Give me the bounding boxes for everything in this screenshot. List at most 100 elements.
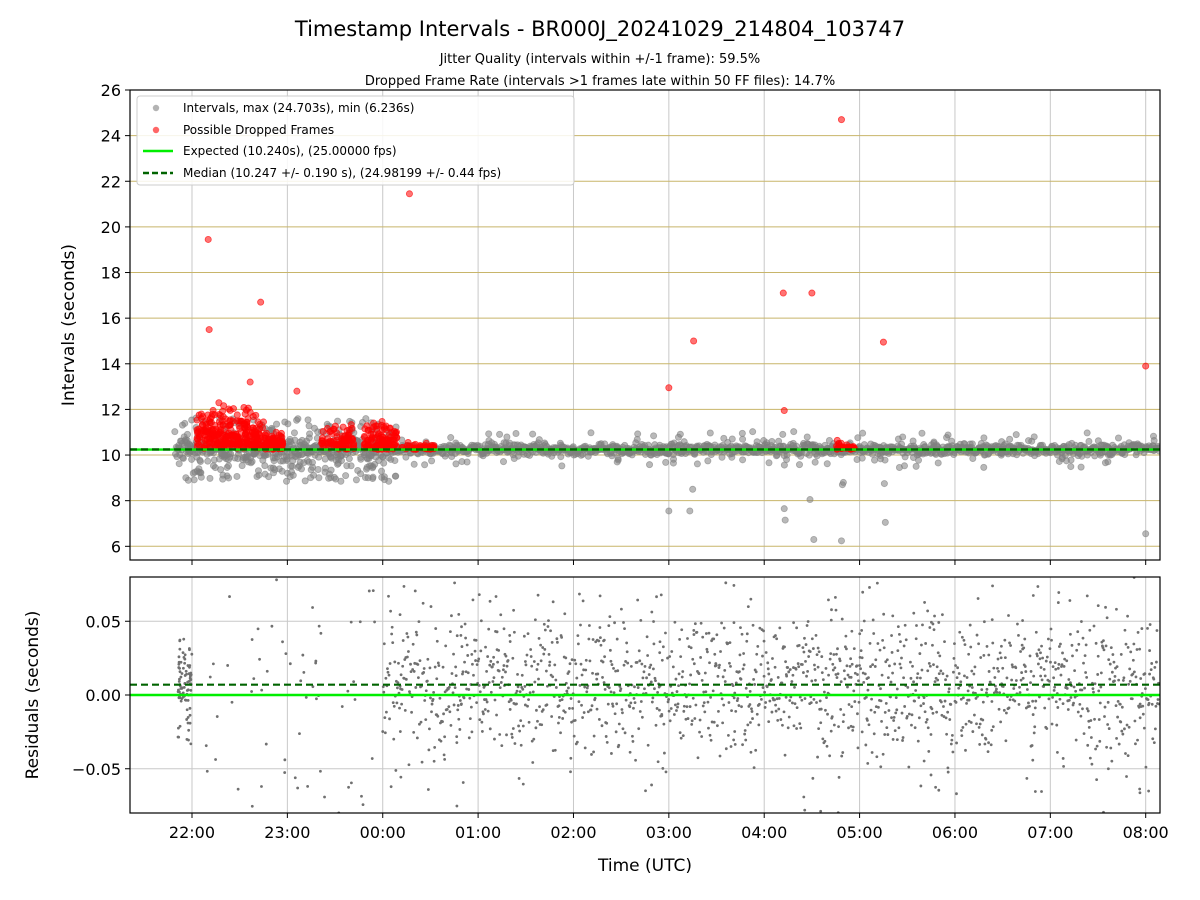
residual-point: [435, 713, 439, 717]
residual-point: [620, 708, 624, 711]
residual-point: [387, 673, 391, 677]
interval-point: [496, 430, 504, 438]
residual-point: [893, 729, 897, 733]
residual-point: [654, 679, 657, 682]
residual-point: [411, 642, 415, 646]
interval-point: [780, 505, 788, 513]
residual-point: [353, 698, 357, 701]
residual-point: [1005, 711, 1008, 715]
residual-point: [786, 726, 790, 730]
residual-point: [828, 754, 832, 758]
residual-point: [668, 719, 672, 723]
residual-point: [843, 677, 847, 681]
residual-point: [926, 609, 930, 613]
residual-point: [656, 690, 659, 694]
residual-point: [934, 785, 937, 789]
residual-point: [427, 748, 431, 752]
residual-point: [395, 701, 399, 705]
residual-point: [491, 680, 495, 683]
residual-point: [489, 659, 493, 663]
residual-point: [972, 672, 976, 676]
residual-point: [1027, 701, 1030, 705]
residual-point: [838, 659, 842, 663]
residual-point: [896, 649, 900, 653]
interval-point: [209, 462, 217, 470]
residual-point: [857, 679, 860, 683]
residual-point: [949, 742, 953, 746]
residual-point: [236, 787, 240, 791]
residual-point: [1121, 679, 1125, 682]
residual-point: [745, 632, 749, 636]
residual-point: [576, 642, 580, 646]
interval-point: [749, 428, 757, 436]
residual-point: [1098, 739, 1102, 743]
residual-point: [1109, 646, 1113, 650]
residual-point: [1152, 677, 1156, 681]
residual-point: [766, 661, 770, 665]
residual-point: [250, 804, 254, 808]
interval-point: [810, 535, 818, 543]
residual-point: [748, 689, 752, 693]
residual-point: [1097, 718, 1101, 721]
residual-point: [607, 624, 611, 628]
residual-point: [609, 690, 613, 694]
residual-point: [529, 655, 533, 658]
residual-point: [754, 748, 758, 752]
interval-point: [291, 436, 299, 444]
residual-point: [815, 653, 819, 657]
residual-point: [543, 647, 547, 651]
residual-point: [656, 760, 660, 764]
residual-point: [281, 640, 284, 644]
residual-point: [256, 627, 260, 631]
interval-point: [665, 507, 673, 515]
residual-point: [933, 680, 937, 683]
residual-point: [492, 676, 496, 680]
residual-point: [727, 734, 730, 737]
residual-point: [1031, 758, 1035, 762]
interval-point: [706, 429, 714, 437]
interval-point: [304, 416, 312, 424]
residual-point: [1101, 646, 1105, 649]
residual-point: [821, 678, 825, 682]
residual-point: [1141, 712, 1145, 716]
residual-point: [177, 666, 181, 669]
residual-point: [860, 656, 864, 660]
residual-point: [511, 727, 515, 730]
residual-point: [883, 733, 887, 736]
residual-point: [931, 643, 934, 647]
residual-point: [454, 665, 458, 669]
residual-point: [296, 786, 300, 790]
residual-point: [1080, 688, 1084, 692]
residual-point: [456, 704, 460, 707]
residual-point: [187, 728, 191, 732]
residual-point: [709, 738, 713, 742]
residual-point: [955, 676, 959, 680]
residual-point: [1107, 727, 1111, 730]
residual-point: [391, 641, 395, 645]
residual-point: [619, 607, 623, 611]
residual-point: [415, 736, 419, 740]
residual-point: [411, 668, 415, 671]
residual-point: [998, 691, 1001, 695]
residual-point: [1121, 732, 1125, 736]
residual-point: [563, 612, 567, 616]
residual-point: [919, 704, 923, 708]
residual-point: [985, 691, 988, 695]
residual-point: [915, 676, 919, 680]
dropped-frame-point: [205, 326, 213, 334]
residual-point: [525, 653, 529, 657]
residual-point: [539, 659, 543, 663]
residual-point: [964, 748, 967, 752]
residual-point: [346, 689, 350, 693]
residual-point: [669, 707, 673, 710]
residual-point: [516, 673, 519, 676]
residual-point: [1045, 727, 1049, 730]
residual-point: [1033, 706, 1037, 710]
residual-point: [977, 642, 981, 646]
residual-point: [636, 598, 640, 602]
residual-point: [975, 722, 978, 726]
residual-point: [633, 701, 637, 705]
residual-point: [441, 720, 444, 724]
residual-point: [605, 721, 609, 725]
